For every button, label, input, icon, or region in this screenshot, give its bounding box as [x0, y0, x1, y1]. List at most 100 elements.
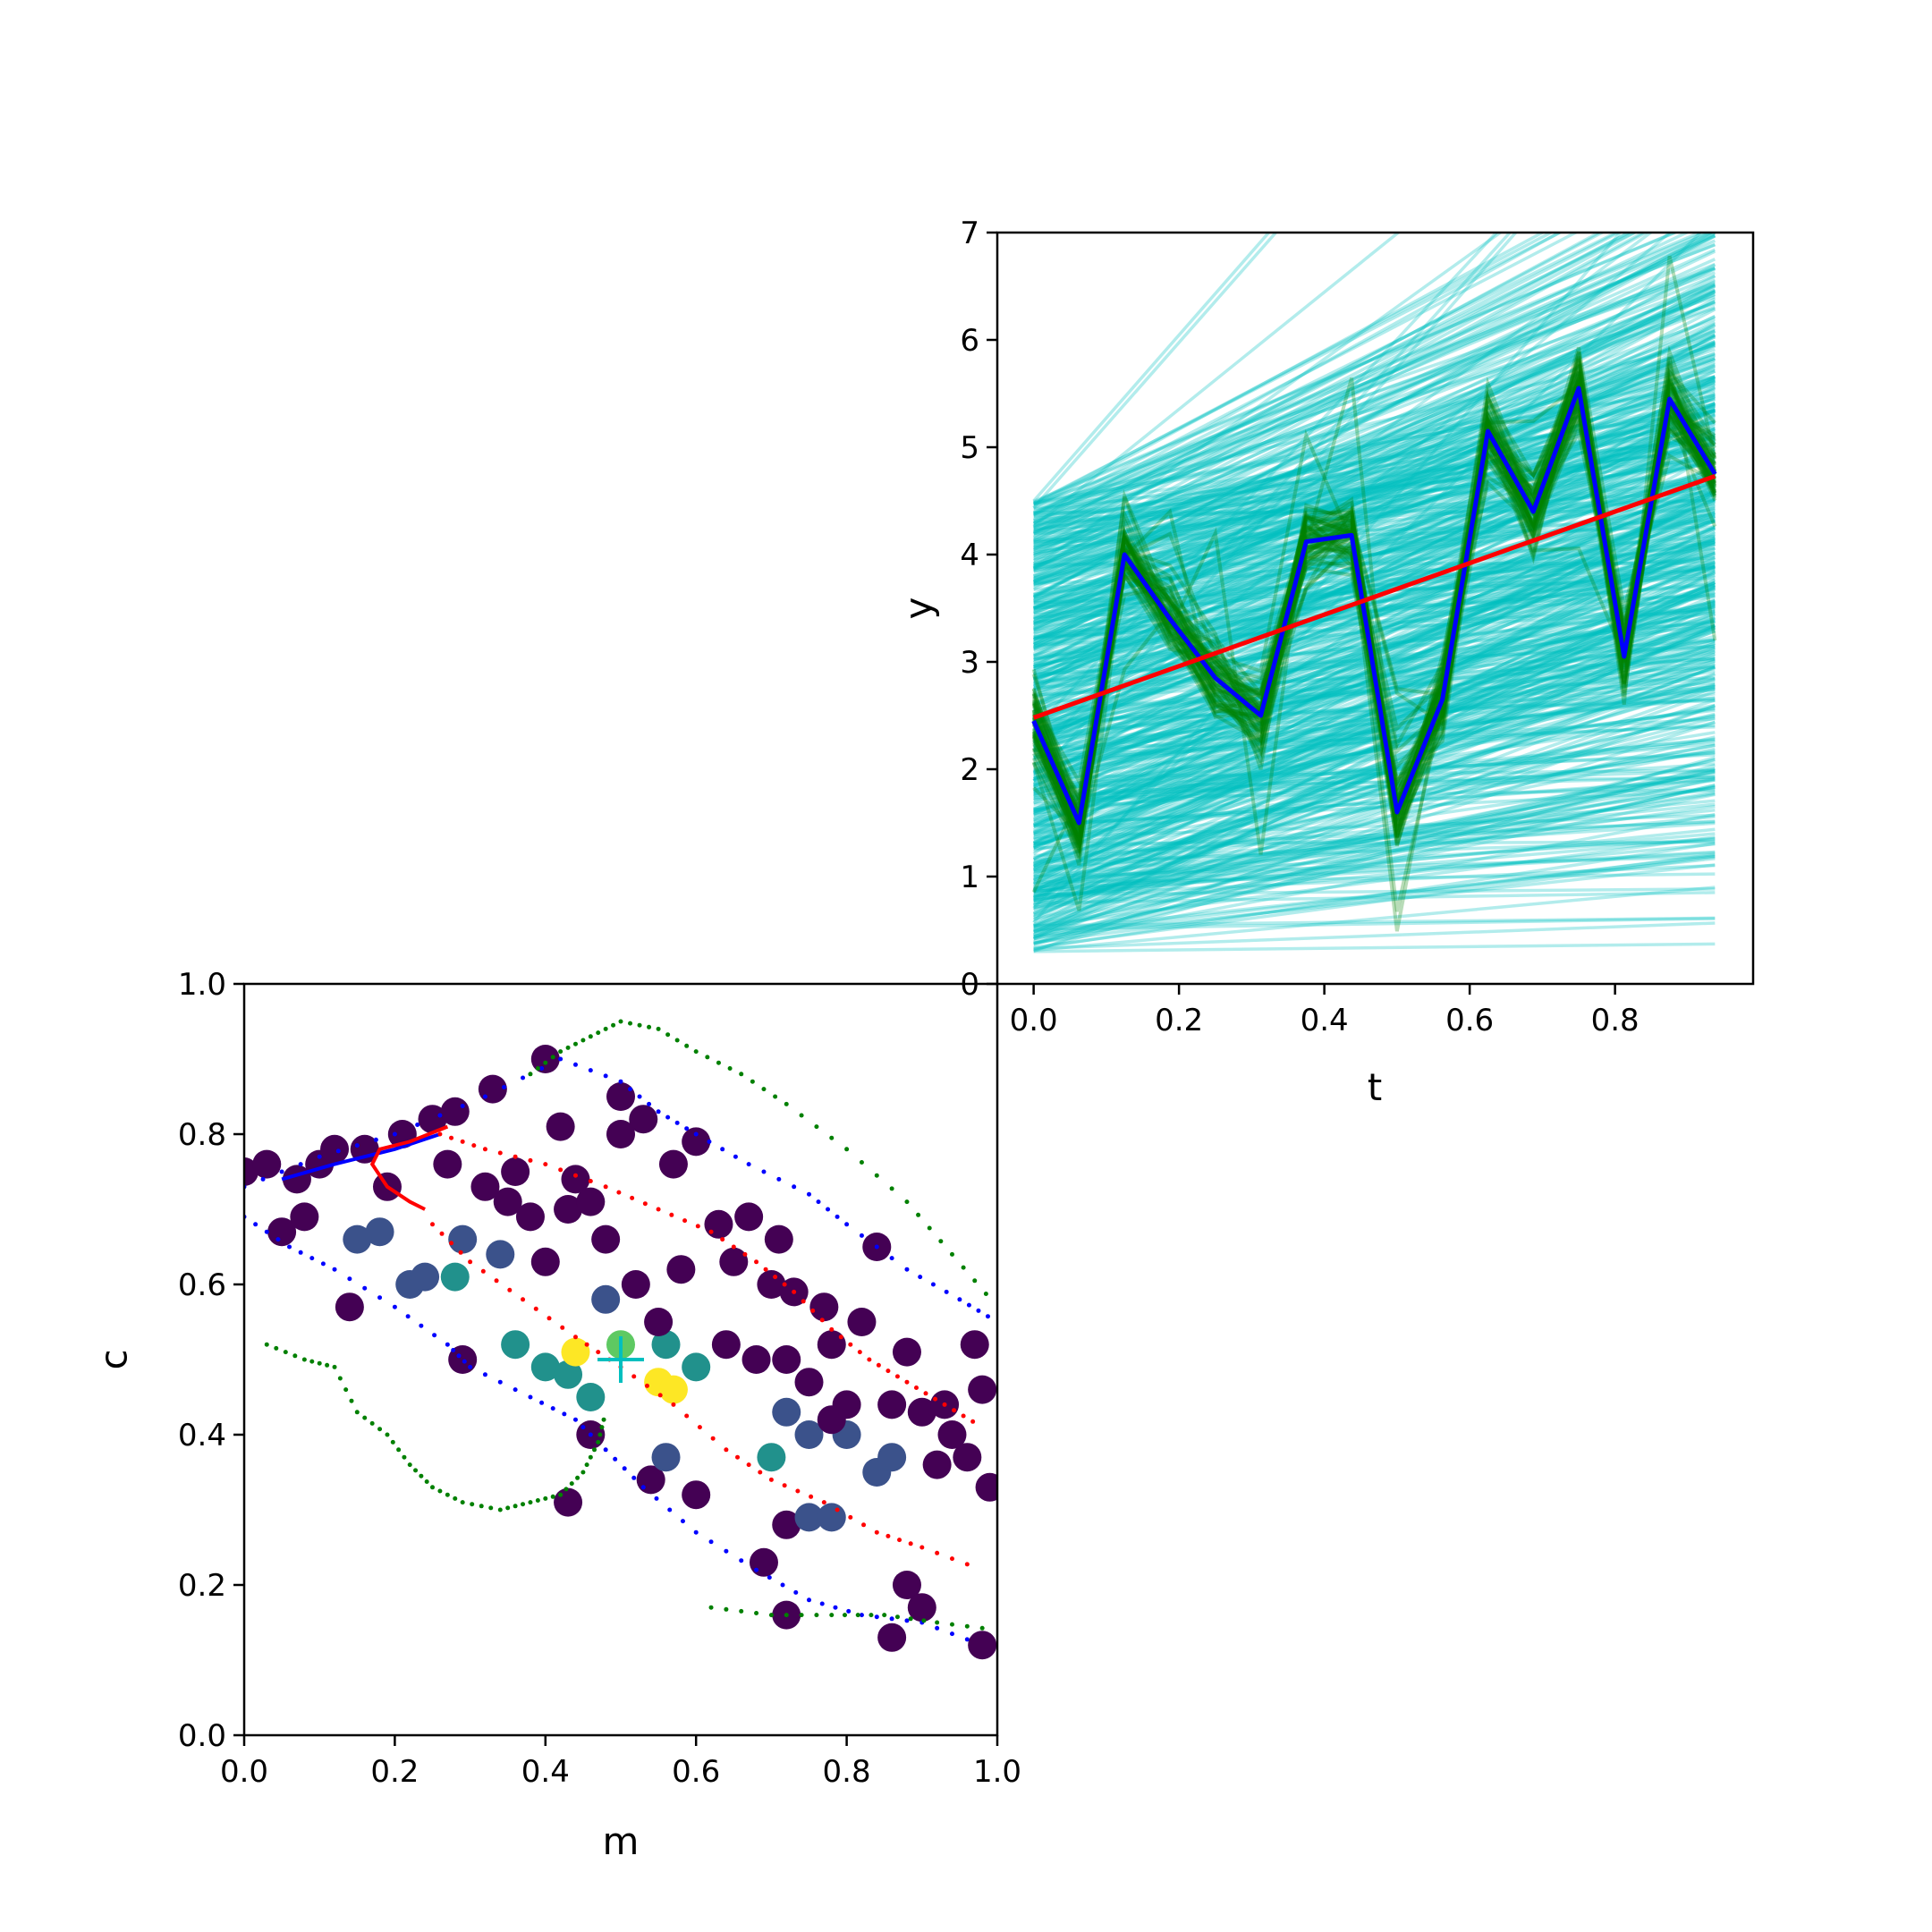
posterior-line: [1033, 698, 1716, 722]
x-tick-label: 0.4: [521, 1754, 570, 1790]
trace-dot: [972, 1278, 978, 1284]
posterior-line: [1033, 708, 1716, 794]
trace-dot: [460, 1104, 465, 1108]
posterior-line: [1032, 301, 1716, 579]
posterior-line: [1033, 621, 1716, 677]
trace-dot: [501, 1085, 506, 1089]
trace-dot: [795, 1488, 801, 1494]
posterior-line: [1032, 335, 1716, 656]
trace-dot: [392, 1304, 397, 1309]
trace-dot: [829, 1135, 835, 1140]
trace-dot: [942, 1402, 947, 1407]
posterior-line: [1032, 508, 1716, 805]
posterior-line: [1033, 461, 1716, 609]
trace-dot: [792, 1184, 797, 1190]
posterior-line: [1033, 852, 1716, 945]
posterior-line: [1032, 413, 1716, 775]
posterior-line: [1032, 525, 1716, 850]
posterior-line: [1033, 439, 1716, 671]
posterior-line: [1032, 301, 1716, 584]
posterior-line: [1033, 872, 1716, 885]
posterior-line: [1033, 756, 1716, 946]
posterior-line: [1033, 561, 1716, 741]
posterior-line: [1033, 655, 1716, 801]
posterior-line: [1033, 538, 1716, 615]
posterior-line: [1033, 850, 1716, 891]
posterior-line: [1033, 394, 1716, 527]
posterior-line: [1033, 352, 1716, 547]
trace-dot: [343, 1387, 349, 1393]
posterior-line: [1033, 498, 1716, 536]
trace-dot: [456, 1353, 462, 1359]
sample-point: [892, 1337, 921, 1367]
trace-dot: [894, 1374, 900, 1379]
posterior-line: [1033, 792, 1716, 902]
posterior-line: [1032, 233, 1623, 535]
posterior-line: [1032, 408, 1716, 708]
trace-dot: [710, 1436, 716, 1441]
trace-dot: [317, 1154, 322, 1159]
posterior-line: [1032, 583, 1716, 872]
trace-dot: [283, 1350, 288, 1355]
posterior-line: [1032, 377, 1716, 710]
posterior-line: [1033, 301, 1716, 516]
y-tick-label: 1.0: [178, 967, 226, 1003]
posterior-line: [1033, 665, 1716, 918]
posterior-line: [1033, 397, 1716, 572]
trace-dot: [966, 1302, 971, 1308]
posterior-line: [1033, 518, 1716, 774]
posterior-line: [1032, 284, 1716, 622]
posterior-line: [1033, 630, 1716, 869]
posterior-line: [1033, 353, 1716, 610]
posterior-line: [1032, 267, 1716, 597]
posterior-line: [1032, 616, 1716, 886]
posterior-line: [1033, 789, 1716, 826]
scatter-plot-area: [244, 1019, 997, 1660]
posterior-line: [1033, 821, 1716, 870]
posterior-line: [1033, 597, 1716, 842]
posterior-line: [1033, 839, 1716, 864]
posterior-line: [1033, 457, 1716, 647]
posterior-line: [1033, 863, 1716, 939]
posterior-line: [1033, 598, 1716, 786]
trace-dot: [543, 1496, 548, 1501]
sample-point: [682, 1352, 711, 1382]
posterior-line: [1033, 819, 1716, 858]
posterior-line: [1033, 784, 1716, 941]
sample-point: [704, 1209, 733, 1239]
trace-dot: [569, 1481, 574, 1487]
trace-dot: [684, 1413, 690, 1419]
posterior-line: [1033, 340, 1716, 505]
sample-point: [757, 1443, 786, 1472]
trace-dot: [665, 1032, 671, 1038]
posterior-line: [1033, 540, 1716, 634]
posterior-line: [1033, 536, 1716, 770]
posterior-line: [1033, 425, 1716, 676]
noise-realisation: [1031, 359, 1717, 828]
posterior-line: [1033, 540, 1716, 639]
trace-dot: [480, 1268, 486, 1274]
posterior-line: [1033, 792, 1716, 938]
sample-point: [968, 1631, 997, 1660]
sample-point: [877, 1443, 907, 1472]
posterior-line: [1032, 262, 1716, 536]
posterior-line: [1033, 785, 1716, 894]
sample-point: [757, 1270, 786, 1299]
posterior-line: [1033, 498, 1716, 521]
trace-dot: [539, 1400, 545, 1405]
posterior-line: [1032, 602, 1716, 941]
posterior-line: [1032, 427, 1716, 789]
trace-dot: [750, 1079, 755, 1084]
posterior-line: [1033, 583, 1716, 636]
posterior-line: [1032, 401, 1716, 745]
posterior-line: [1032, 284, 1716, 550]
posterior-line: [1033, 715, 1716, 820]
posterior-line: [1033, 357, 1716, 598]
trace-dot: [572, 1417, 578, 1422]
posterior-line: [1033, 662, 1716, 893]
posterior-line: [1033, 659, 1716, 892]
trace-dot: [439, 1231, 445, 1236]
trace-dot: [952, 1408, 957, 1413]
posterior-line: [1033, 812, 1716, 945]
